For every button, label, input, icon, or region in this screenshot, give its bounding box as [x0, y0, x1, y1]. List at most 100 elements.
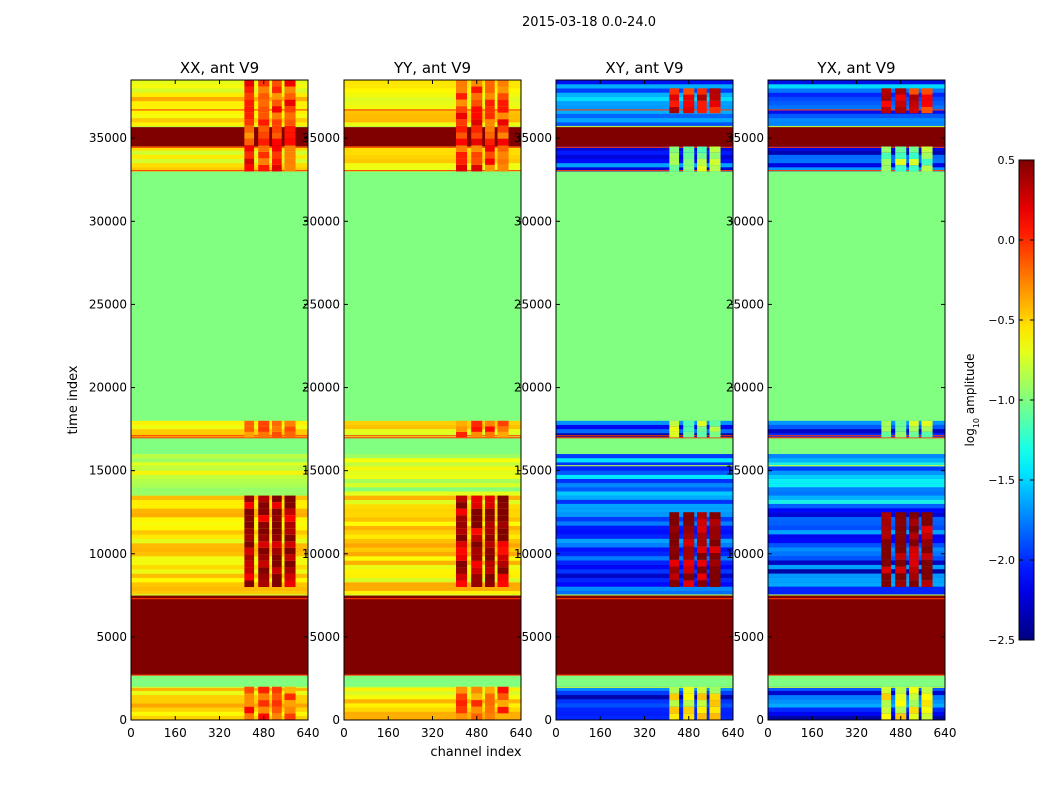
heatmap-row — [768, 424, 945, 430]
heatmap-line — [131, 674, 308, 676]
heatmap-row — [556, 424, 733, 430]
heatmap-row — [556, 146, 733, 151]
heatmap-band — [768, 437, 945, 455]
heatmap-line — [344, 594, 521, 596]
heatmap-cell — [456, 554, 468, 561]
heatmap-row — [768, 154, 945, 159]
heatmap-cell — [709, 431, 721, 438]
y-tick-label: 5000 — [309, 630, 340, 644]
heatmap-row — [131, 560, 308, 565]
heatmap-line — [131, 598, 308, 600]
heatmap-cell — [471, 158, 483, 165]
heatmap-cell — [456, 528, 468, 535]
heatmap-row — [344, 577, 521, 583]
heatmap-cell — [881, 158, 892, 166]
heatmap-cell — [272, 706, 282, 714]
heatmap-line — [556, 598, 733, 600]
heatmap-row — [344, 573, 521, 578]
heatmap-row — [344, 534, 521, 539]
heatmap-row — [131, 690, 308, 696]
heatmap-row — [131, 101, 308, 106]
heatmap-row — [768, 478, 945, 484]
heatmap-cell — [284, 125, 296, 133]
heatmap-cell — [921, 693, 933, 701]
heatmap-cell — [284, 560, 296, 568]
heatmap-row — [131, 429, 308, 434]
heatmap-cell — [497, 713, 509, 720]
heatmap-cell — [669, 532, 680, 540]
heatmap-cell — [683, 559, 695, 567]
colorbar-tick-label: −1.0 — [988, 394, 1015, 407]
heatmap-cell — [485, 93, 495, 100]
heatmap-cell — [258, 158, 270, 165]
heatmap-cell — [284, 495, 296, 503]
heatmap-cell — [485, 700, 495, 707]
heatmap-cell — [895, 706, 907, 714]
heatmap-cell — [909, 431, 919, 438]
heatmap-cell — [456, 502, 468, 509]
heatmap-cell — [669, 152, 680, 159]
heatmap-cell — [284, 521, 296, 529]
heatmap-cell — [881, 431, 892, 438]
heatmap-row — [344, 590, 521, 596]
heatmap-cell — [669, 107, 680, 114]
heatmap-row — [768, 690, 945, 696]
heatmap-cell — [485, 547, 495, 555]
heatmap-cell — [272, 547, 282, 555]
heatmap-cell — [456, 700, 468, 707]
heatmap-cell — [244, 86, 255, 94]
heatmap-cell — [683, 426, 695, 432]
heatmap-row — [344, 695, 521, 700]
heatmap-cell — [258, 573, 270, 581]
heatmap-cell — [895, 94, 907, 101]
y-tick-label: 35000 — [514, 131, 552, 145]
heatmap-cell — [456, 706, 468, 714]
heatmap-row — [768, 458, 945, 463]
x-tick-label: 0 — [764, 726, 772, 740]
heatmap-cell — [881, 100, 892, 108]
heatmap-cell — [497, 502, 509, 509]
heatmap-cell — [669, 693, 680, 701]
heatmap-cell — [258, 528, 270, 535]
heatmap-row — [131, 495, 308, 500]
heatmap-cell — [471, 521, 483, 529]
heatmap-cell — [456, 106, 468, 113]
heatmap-row — [131, 703, 308, 708]
heatmap-line — [131, 435, 308, 437]
heatmap-cell — [497, 521, 509, 529]
x-tick-label: 0 — [127, 726, 135, 740]
heatmap-row — [556, 508, 733, 513]
heatmap-cell — [456, 431, 468, 438]
heatmap-cell — [683, 152, 695, 159]
heatmap-line — [556, 109, 733, 111]
heatmap-cell — [272, 151, 282, 159]
heatmap-cell — [921, 88, 933, 95]
heatmap-row — [344, 707, 521, 712]
heatmap-cell — [895, 420, 907, 427]
heatmap-cell — [921, 559, 933, 567]
x-tick-label: 320 — [845, 726, 868, 740]
y-tick-label: 5000 — [733, 630, 764, 644]
heatmap-cell — [272, 580, 282, 588]
heatmap-line — [556, 686, 733, 689]
heatmap-cell — [258, 521, 270, 529]
colorbar-tick-label: −0.5 — [988, 314, 1015, 327]
heatmap-cell — [456, 495, 468, 503]
heatmap-band — [556, 126, 733, 147]
heatmap-cell — [456, 132, 468, 139]
heatmap-cell — [895, 107, 907, 114]
heatmap-cell — [709, 100, 721, 108]
heatmap-row — [131, 586, 308, 591]
heatmap-cell — [272, 86, 282, 94]
y-tick-label: 15000 — [302, 464, 340, 478]
heatmap-cell — [272, 158, 282, 165]
heatmap-row — [768, 577, 945, 583]
heatmap-cell — [244, 528, 255, 535]
heatmap-cell — [272, 431, 282, 438]
heatmap-cell — [258, 99, 270, 107]
heatmap-row — [344, 487, 521, 492]
heatmap-cell — [456, 686, 468, 694]
heatmap-cell — [669, 431, 680, 438]
heatmap-cell — [497, 693, 509, 701]
heatmap-cell — [272, 502, 282, 509]
